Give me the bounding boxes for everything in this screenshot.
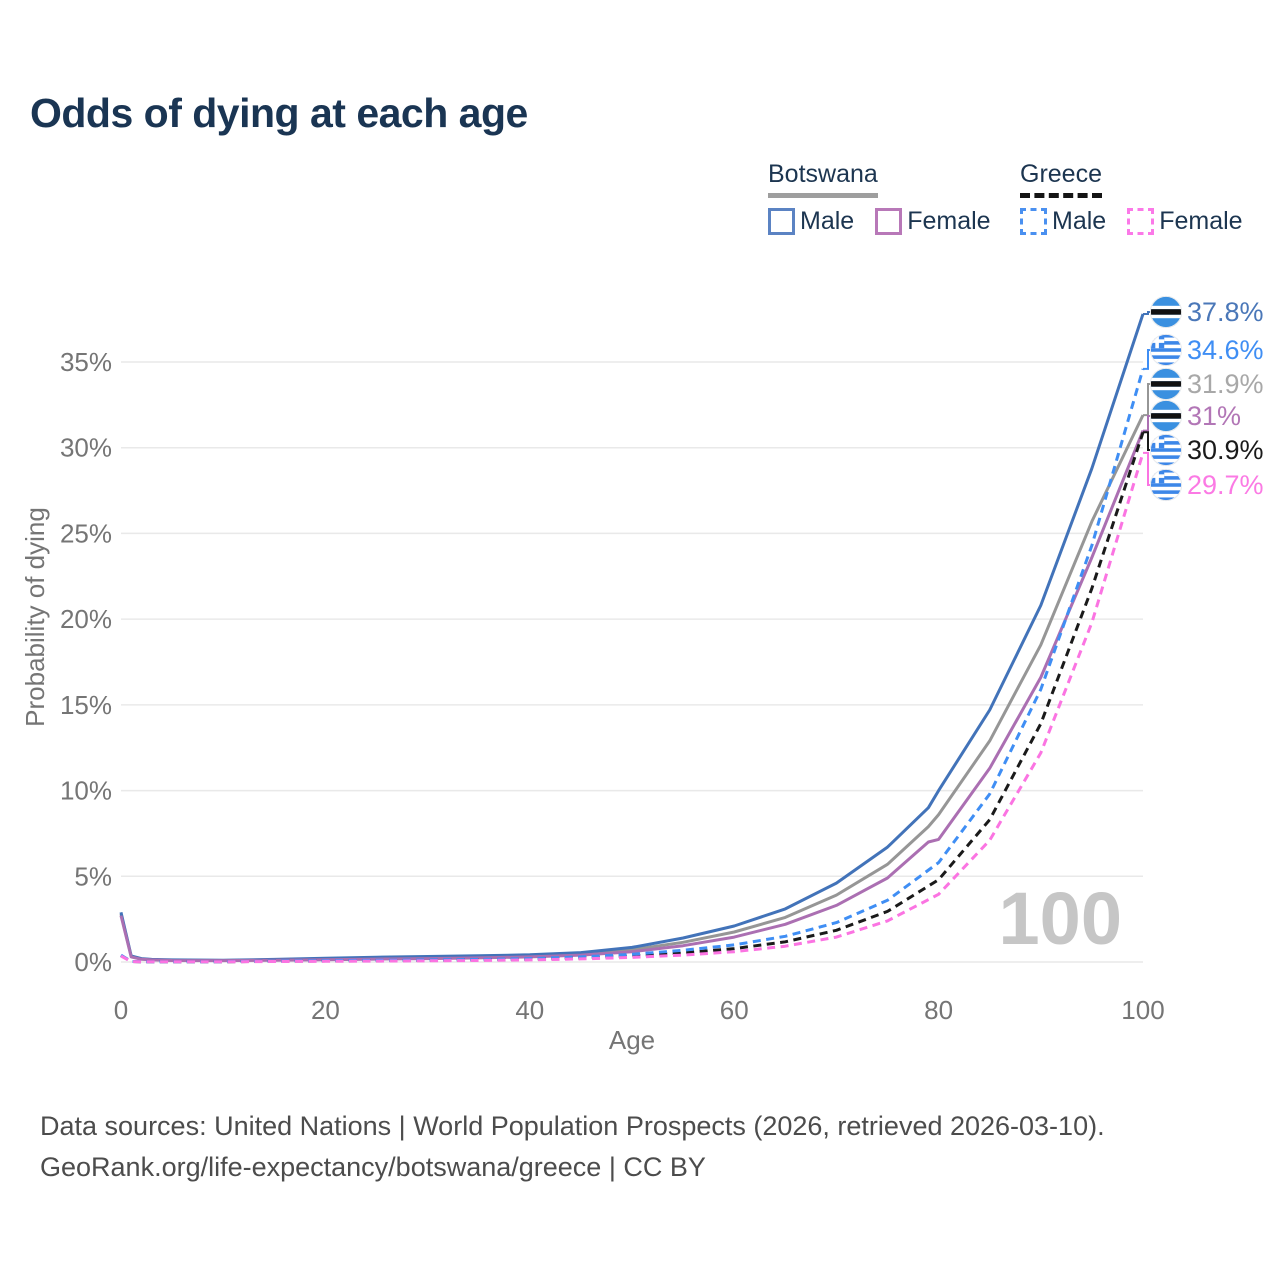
series-line-greece-total xyxy=(120,431,1145,964)
greece-flag-icon xyxy=(1149,433,1183,467)
x-tick-label: 80 xyxy=(924,995,953,1025)
y-axis-title: Probability of dying xyxy=(20,507,50,727)
legend-item-greece-male[interactable]: Male xyxy=(1020,207,1106,236)
data-source-line: Data sources: United Nations | World Pop… xyxy=(40,1111,1105,1141)
x-tick-label: 0 xyxy=(114,995,128,1025)
flag-stripe xyxy=(1150,344,1182,349)
flag-stripe xyxy=(1150,351,1182,356)
legend-items-botswana: Male Female xyxy=(768,207,991,236)
y-tick-label: 15% xyxy=(60,690,112,720)
flag-stripe xyxy=(1150,381,1182,387)
x-axis-title: Age xyxy=(609,1025,655,1055)
flag-stripe xyxy=(1150,437,1182,442)
flag-stripe xyxy=(1150,472,1182,477)
y-tick-label: 30% xyxy=(60,433,112,463)
flag-ring xyxy=(1149,367,1183,401)
series-line-botswana-female xyxy=(119,430,1145,963)
series-line-botswana-male xyxy=(119,313,1145,962)
end-label-botswana-male: 37.8% xyxy=(1187,297,1264,327)
y-tick-label: 20% xyxy=(60,604,112,634)
flag-stripe xyxy=(1150,314,1182,319)
series-line-greece-male xyxy=(120,368,1145,964)
flag-stripe xyxy=(1150,413,1182,419)
y-tick-label: 0% xyxy=(74,947,112,977)
legend-group-greece: Greece Male Female xyxy=(1020,160,1243,236)
flag-ring xyxy=(1149,399,1183,433)
end-labels: 37.8% 34.6% 31.9%31% 30.9% 29.7% xyxy=(1143,295,1264,502)
flag-stripe xyxy=(1150,377,1182,382)
flag-ring xyxy=(1149,433,1183,467)
end-label-greece-male: 34.6% xyxy=(1187,335,1264,365)
gridlines xyxy=(121,361,1143,963)
end-label-greece-female: 29.7% xyxy=(1187,470,1264,500)
checkbox-botswana-male-icon[interactable] xyxy=(768,208,795,235)
y-tick-label: 35% xyxy=(60,347,112,377)
flag-stripe xyxy=(1150,409,1182,414)
flag-stripe xyxy=(1150,305,1182,310)
x-tick-label: 40 xyxy=(515,995,544,1025)
legend-item-greece-female[interactable]: Female xyxy=(1127,207,1243,236)
flag-cross xyxy=(1150,339,1165,343)
flag-stripe xyxy=(1150,493,1182,498)
legend-item-label: Female xyxy=(1159,207,1243,235)
checkbox-greece-female-icon[interactable] xyxy=(1127,208,1155,235)
flag-ring xyxy=(1149,468,1183,502)
x-tick-label: 60 xyxy=(720,995,749,1025)
checkbox-greece-male-icon[interactable] xyxy=(1020,208,1047,235)
end-label-greece-total: 30.9% xyxy=(1187,435,1264,465)
end-label-botswana-total: 31.9% xyxy=(1187,369,1264,399)
flag-stripe xyxy=(1150,418,1182,423)
y-tick-label: 25% xyxy=(60,518,112,548)
source-footer: Data sources: United Nations | World Pop… xyxy=(40,1106,1105,1188)
legend-item-label: Female xyxy=(907,207,991,235)
flag-art xyxy=(1150,400,1182,432)
legend-item-label: Male xyxy=(800,207,855,235)
axis-ticks: 0% 5% 10% 15% 20% 25% 30% 35% 0 20 40 60 80 100 xyxy=(60,347,1165,1025)
botswana-flag-icon xyxy=(1149,367,1183,401)
botswana-flag-icon xyxy=(1149,295,1183,329)
checkbox-botswana-female-icon[interactable] xyxy=(875,208,903,235)
flag-stripe xyxy=(1150,337,1182,342)
flag-ring xyxy=(1149,333,1183,367)
legend-items-greece: Male Female xyxy=(1020,207,1243,236)
x-tick-label: 20 xyxy=(311,995,340,1025)
flag-cross xyxy=(1150,474,1165,478)
flag-cross xyxy=(1150,439,1165,443)
flag-art xyxy=(1150,334,1182,366)
flag-stripe xyxy=(1150,309,1182,315)
legend-group-botswana: Botswana Male Female xyxy=(768,160,991,236)
y-tick-label: 5% xyxy=(74,861,112,891)
series-line-botswana-total xyxy=(119,414,1145,962)
flag-stripe xyxy=(1150,458,1182,463)
legend-item-label: Male xyxy=(1052,207,1107,235)
flag-stripe xyxy=(1150,386,1182,391)
flag-stripe xyxy=(1150,479,1182,484)
flag-art xyxy=(1150,434,1182,466)
legend-header-greece[interactable]: Greece xyxy=(1020,160,1102,198)
greece-flag-icon xyxy=(1149,333,1183,367)
flag-stripe xyxy=(1150,444,1182,449)
botswana-flag-icon xyxy=(1149,399,1183,433)
flag-stripe xyxy=(1150,486,1182,491)
age-watermark: 100 xyxy=(999,877,1122,960)
flag-stripe xyxy=(1150,358,1182,363)
end-label-botswana-female: 31% xyxy=(1187,401,1241,431)
legend-header-botswana[interactable]: Botswana xyxy=(768,160,878,198)
page-title: Odds of dying at each age xyxy=(30,90,528,136)
attribution-line: GeoRank.org/life-expectancy/botswana/gre… xyxy=(40,1152,706,1182)
flag-art xyxy=(1150,368,1182,400)
greece-flag-icon xyxy=(1149,468,1183,502)
flag-art xyxy=(1150,296,1182,328)
series-line-greece-female xyxy=(120,452,1145,964)
x-tick-label: 100 xyxy=(1121,995,1164,1025)
flag-stripe xyxy=(1150,451,1182,456)
series-lines xyxy=(119,313,1145,964)
legend-item-botswana-male[interactable]: Male xyxy=(768,207,854,236)
y-tick-label: 10% xyxy=(60,776,112,806)
legend-item-botswana-female[interactable]: Female xyxy=(875,207,991,236)
flag-ring xyxy=(1149,295,1183,329)
